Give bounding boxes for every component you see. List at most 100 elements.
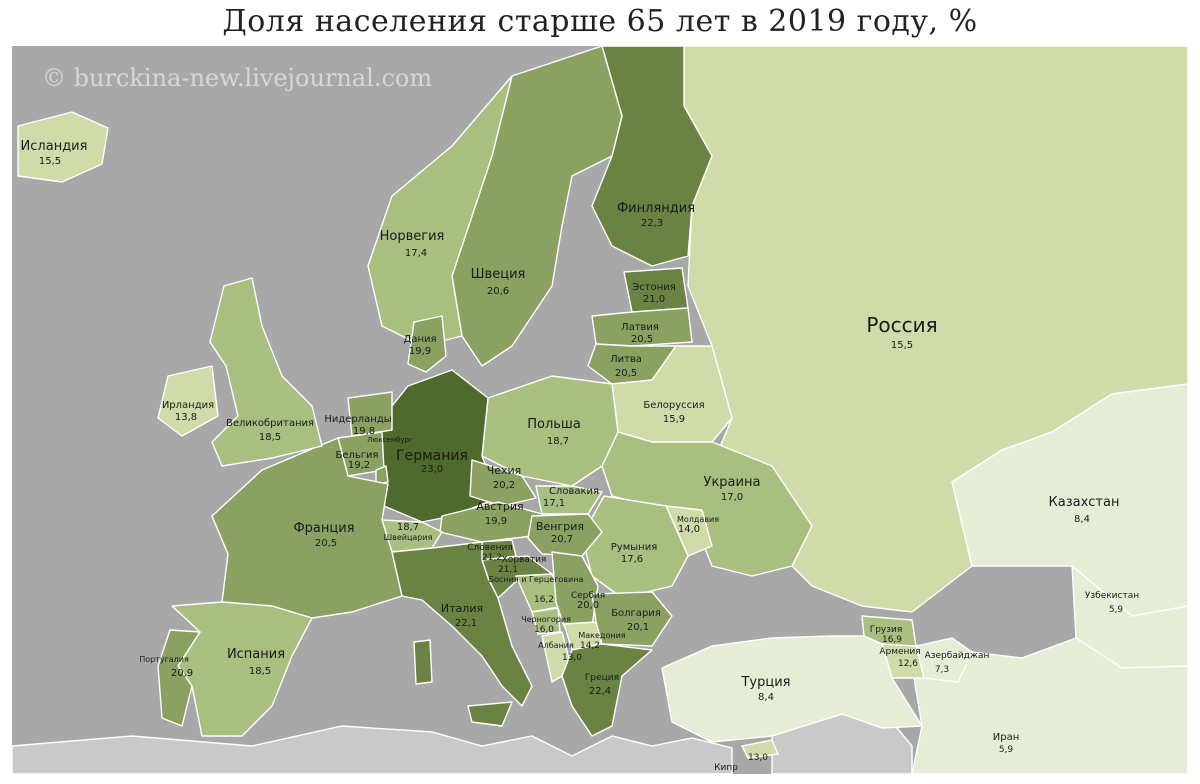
value-netherlands: 19,8 [353, 426, 375, 437]
country-kazakhstan[interactable] [951, 383, 1188, 617]
label-denmark: Дания [404, 334, 437, 345]
country-turkey[interactable] [661, 635, 923, 743]
label-bosnia: Босния и Герцеговина [489, 575, 584, 584]
europe-map: Исландия 15,5 Норвегия 17,4 Швеция 20,6 … [12, 46, 1188, 774]
label-serbia: Сербия [571, 591, 605, 601]
value-uzbekistan: 5,9 [1109, 605, 1124, 615]
value-macedonia: 14,2 [580, 641, 600, 651]
country-italy-sicily[interactable] [467, 701, 513, 727]
country-norway[interactable] [367, 75, 513, 347]
value-france: 20,5 [315, 538, 337, 549]
label-portugal: Португалия [139, 655, 189, 664]
value-ukraine: 17,0 [721, 492, 743, 503]
map-title: Доля населения старше 65 лет в 2019 году… [222, 4, 978, 39]
value-spain: 18,5 [249, 666, 271, 677]
value-italy: 22,1 [455, 618, 477, 629]
value-slovakia: 17,1 [543, 498, 565, 509]
country-georgia[interactable] [861, 615, 917, 647]
label-poland: Польша [527, 417, 581, 432]
label-croatia: Хорватия [502, 555, 547, 565]
country-italy[interactable] [391, 541, 533, 707]
label-macedonia: Македония [578, 631, 625, 640]
value-estonia: 21,0 [643, 294, 665, 305]
label-latvia: Латвия [621, 322, 659, 333]
value-belgium: 19,2 [348, 460, 370, 471]
label-ukraine: Украина [704, 475, 761, 490]
north-africa-land [12, 725, 733, 774]
country-uk[interactable] [209, 277, 323, 467]
label-cyprus: Кипр [714, 763, 738, 773]
country-luxembourg[interactable] [375, 465, 389, 485]
value-cyprus: 13,0 [748, 753, 768, 763]
label-uzbekistan: Узбекистан [1085, 591, 1139, 601]
country-ireland[interactable] [157, 365, 219, 437]
country-netherlands[interactable] [347, 391, 393, 437]
country-portugal[interactable] [157, 629, 201, 727]
label-italy: Италия [441, 602, 483, 615]
value-germany: 23,0 [421, 464, 443, 475]
value-czechia: 20,2 [493, 480, 515, 491]
country-cyprus[interactable] [741, 739, 779, 759]
value-turkey: 8,4 [758, 692, 774, 703]
label-greece: Греция [585, 673, 619, 683]
value-finland: 22,3 [641, 218, 663, 229]
label-switzerland: Швейцария [384, 533, 433, 542]
country-czechia[interactable] [469, 459, 537, 507]
country-iran[interactable] [911, 637, 1188, 774]
value-denmark: 19,9 [409, 346, 431, 357]
value-ireland: 13,8 [175, 412, 197, 423]
label-azerbaijan: Азербайджан [925, 651, 990, 661]
country-iceland[interactable] [17, 111, 109, 183]
country-greece[interactable] [561, 643, 653, 737]
value-switzerland: 18,7 [397, 522, 419, 533]
label-france: Франция [293, 521, 354, 536]
value-georgia: 16,9 [882, 635, 902, 645]
value-romania: 17,6 [621, 554, 643, 565]
label-spain: Испания [227, 647, 285, 662]
value-hungary: 20,7 [551, 534, 573, 545]
label-lithuania: Литва [610, 354, 642, 365]
label-montenegro: Черногория [521, 615, 571, 624]
value-armenia: 12,6 [898, 659, 918, 669]
label-iran: Иран [993, 732, 1020, 743]
label-slovenia: Словения [467, 543, 513, 553]
label-luxembourg: Люксембург [367, 436, 413, 444]
label-moldova: Молдавия [677, 515, 719, 524]
label-hungary: Венгрия [536, 520, 584, 533]
label-germany: Германия [396, 448, 468, 464]
value-austria: 19,9 [485, 516, 507, 527]
country-ukraine[interactable] [601, 431, 813, 577]
value-moldova: 14,0 [678, 524, 700, 535]
value-sweden: 20,6 [487, 286, 509, 297]
country-italy-sardinia[interactable] [413, 639, 433, 685]
value-greece: 22,4 [589, 686, 611, 697]
label-finland: Финляндия [617, 201, 695, 216]
value-uk: 18,5 [259, 432, 281, 443]
value-serbia: 20,0 [577, 600, 599, 611]
label-turkey: Турция [740, 675, 790, 690]
country-slovakia[interactable] [535, 485, 603, 515]
label-kazakhstan: Казахстан [1049, 495, 1120, 510]
label-ireland: Ирландия [162, 400, 214, 411]
value-bosnia: 16,2 [534, 595, 554, 605]
value-lithuania: 20,5 [615, 368, 637, 379]
label-norway: Норвегия [380, 229, 445, 244]
country-bulgaria[interactable] [591, 591, 673, 647]
country-france[interactable] [211, 437, 403, 619]
country-poland[interactable] [481, 375, 619, 487]
label-bulgaria: Болгария [611, 608, 661, 619]
label-uk: Великобритания [226, 418, 314, 429]
value-kazakhstan: 8,4 [1074, 514, 1090, 525]
label-estonia: Эстония [632, 282, 675, 293]
value-poland: 18,7 [547, 436, 569, 447]
label-czechia: Чехия [487, 464, 522, 477]
label-romania: Румыния [611, 542, 657, 553]
value-belarus: 15,9 [663, 414, 685, 425]
label-sweden: Швеция [471, 267, 526, 282]
label-georgia: Грузия [870, 625, 903, 635]
label-belgium: Бельгия [335, 450, 378, 461]
label-albania: Албания [538, 641, 574, 650]
value-latvia: 20,5 [631, 334, 653, 345]
value-albania: 13,0 [562, 653, 582, 663]
country-denmark[interactable] [407, 315, 447, 373]
